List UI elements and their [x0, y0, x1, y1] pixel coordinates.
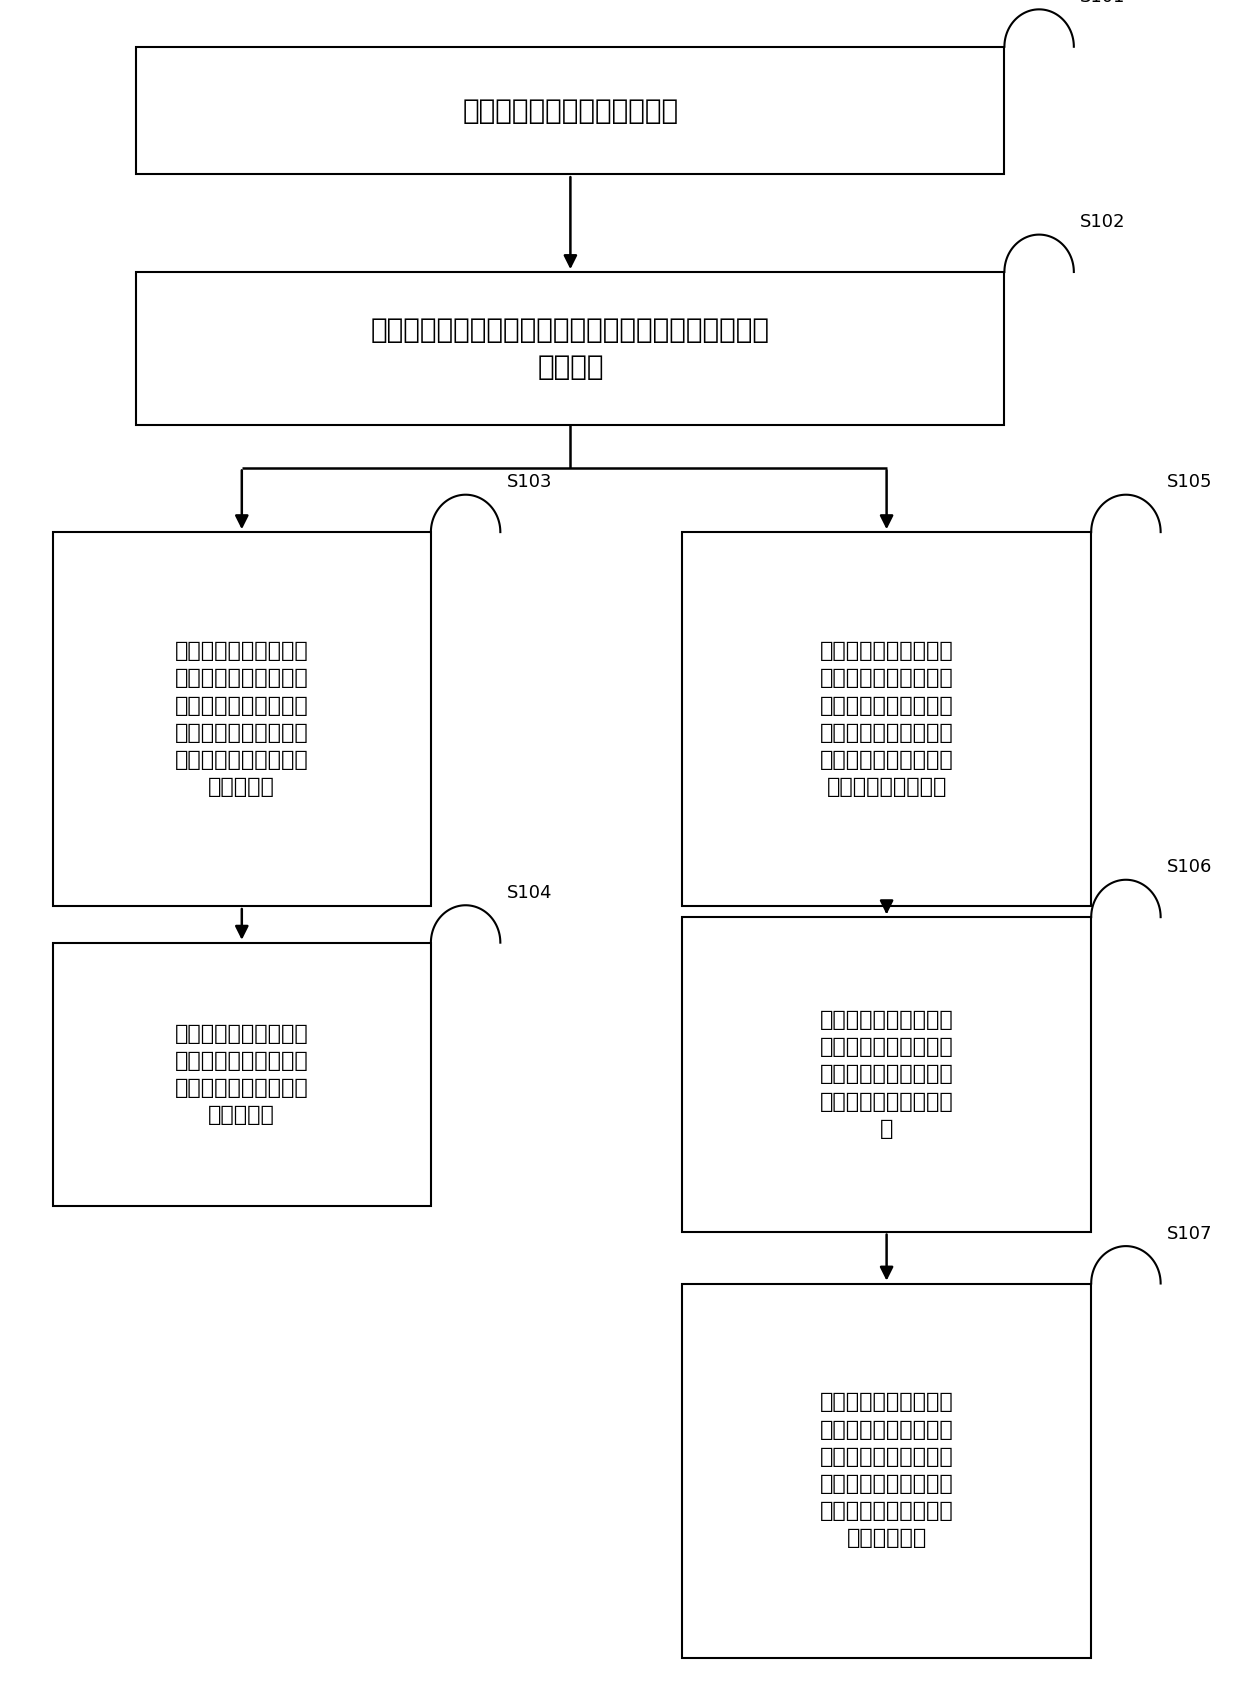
Text: 在第二系统对所述第一源数据按照预设规则处理得到第
二源数据: 在第二系统对所述第一源数据按照预设规则处理得到第 二源数据	[371, 316, 770, 381]
Text: S106: S106	[1167, 858, 1213, 877]
Bar	[53, 532, 432, 906]
Bar	[136, 46, 1004, 173]
Bar	[53, 942, 432, 1207]
Text: 从第一系统中获取第一源数据: 从第一系统中获取第一源数据	[463, 97, 678, 124]
Text: S103: S103	[507, 473, 552, 491]
Text: S105: S105	[1167, 473, 1213, 491]
Bar	[682, 918, 1091, 1231]
Text: 使用决策分析算法对所
述相关变量分群进行分
析得到所述相关变量对
于线损异常的决定程度
值: 使用决策分析算法对所 述相关变量分群进行分 析得到所述相关变量对 于线损异常的决…	[820, 1010, 954, 1139]
Bar	[682, 532, 1091, 906]
Text: S107: S107	[1167, 1224, 1213, 1243]
Bar	[682, 1284, 1091, 1658]
Text: 根据所述决定程度值判
断线损异常的可能性，
若所述可能性大于预设
可能性阈值则判定所述
第二源数据对应线路为
线损异常线路: 根据所述决定程度值判 断线损异常的可能性， 若所述可能性大于预设 可能性阈值则判…	[820, 1392, 954, 1549]
Bar	[136, 272, 1004, 425]
Text: S104: S104	[507, 884, 552, 901]
Text: S102: S102	[1080, 212, 1126, 231]
Text: 使用皮尔逊相关系数算
法对所述第二源数据进
行第一线损异常诊断分
析，计算得到线路损耗
电量与所述线路用电量
的相关程度: 使用皮尔逊相关系数算 法对所述第二源数据进 行第一线损异常诊断分 析，计算得到线…	[175, 641, 309, 797]
Text: S101: S101	[1080, 0, 1126, 5]
Text: 对所述相关程度未超出
所述预设阈值部分进行
第二线损异常诊断分析
，使用聚类分群算法选
择相关变量进行聚类分
群得到相关变量分群: 对所述相关程度未超出 所述预设阈值部分进行 第二线损异常诊断分析 ，使用聚类分群…	[820, 641, 954, 797]
Text: 若所述相关程度超出预
设阈值，则判定所述第
二源数据对应线路为线
损异常线路: 若所述相关程度超出预 设阈值，则判定所述第 二源数据对应线路为线 损异常线路	[175, 1023, 309, 1125]
